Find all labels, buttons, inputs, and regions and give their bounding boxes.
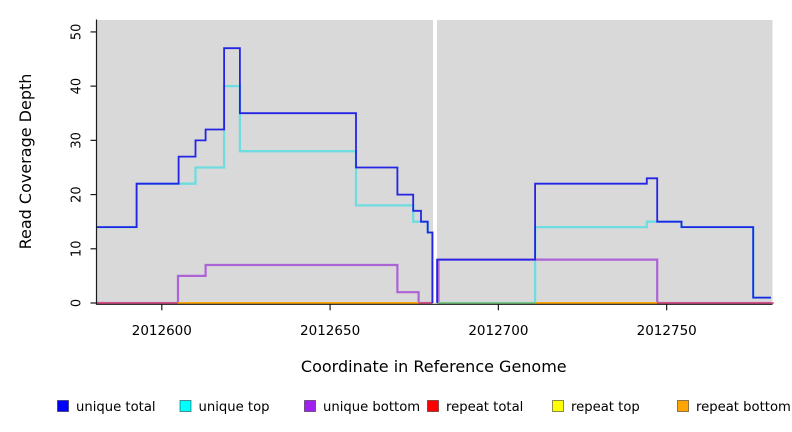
legend-swatch-unique-total xyxy=(57,400,69,412)
legend-swatch-repeat-bottom xyxy=(677,400,689,412)
legend-swatch-unique-top xyxy=(179,400,192,412)
y-tick-label: 40 xyxy=(70,78,85,95)
y-tick-label: 50 xyxy=(70,24,85,41)
plot-area xyxy=(96,20,774,305)
legend: unique total unique top unique bottom repea… xyxy=(57,400,791,415)
legend-label-repeat-bottom: repeat bottom xyxy=(696,400,791,415)
series-line-unique-total xyxy=(436,177,771,303)
y-tick-label: 10 xyxy=(70,241,85,258)
y-axis-title: Read Coverage Depth xyxy=(16,74,35,250)
coverage-gap-band xyxy=(433,20,437,304)
legend-label-repeat-top: repeat top xyxy=(571,400,640,415)
y-tick-label: 20 xyxy=(70,186,85,203)
y-tick-label: 0 xyxy=(70,299,85,307)
legend-label-repeat-total: repeat total xyxy=(446,400,523,415)
x-axis-title: Coordinate in Reference Genome xyxy=(301,357,567,376)
legend-label-unique-total: unique total xyxy=(76,400,156,415)
legend-swatch-repeat-total xyxy=(427,400,439,412)
legend-swatch-unique-bottom xyxy=(304,400,316,412)
series-line-unique-bottom xyxy=(96,263,433,305)
y-tick-label: 30 xyxy=(70,132,85,149)
x-tick-label: 2012600 xyxy=(132,323,192,339)
x-tick-label: 2012750 xyxy=(637,323,697,339)
x-tick-label: 2012650 xyxy=(300,323,360,339)
x-tick-label: 2012700 xyxy=(468,323,528,339)
series-line-unique-total xyxy=(96,47,434,303)
axes: 0 10 20 30 40 50 2012600 2012650 2012700 2012750 xyxy=(70,19,773,339)
legend-label-unique-bottom: unique bottom xyxy=(323,400,420,415)
legend-label-unique-top: unique top xyxy=(199,400,270,415)
legend-swatch-repeat-top xyxy=(552,400,564,412)
